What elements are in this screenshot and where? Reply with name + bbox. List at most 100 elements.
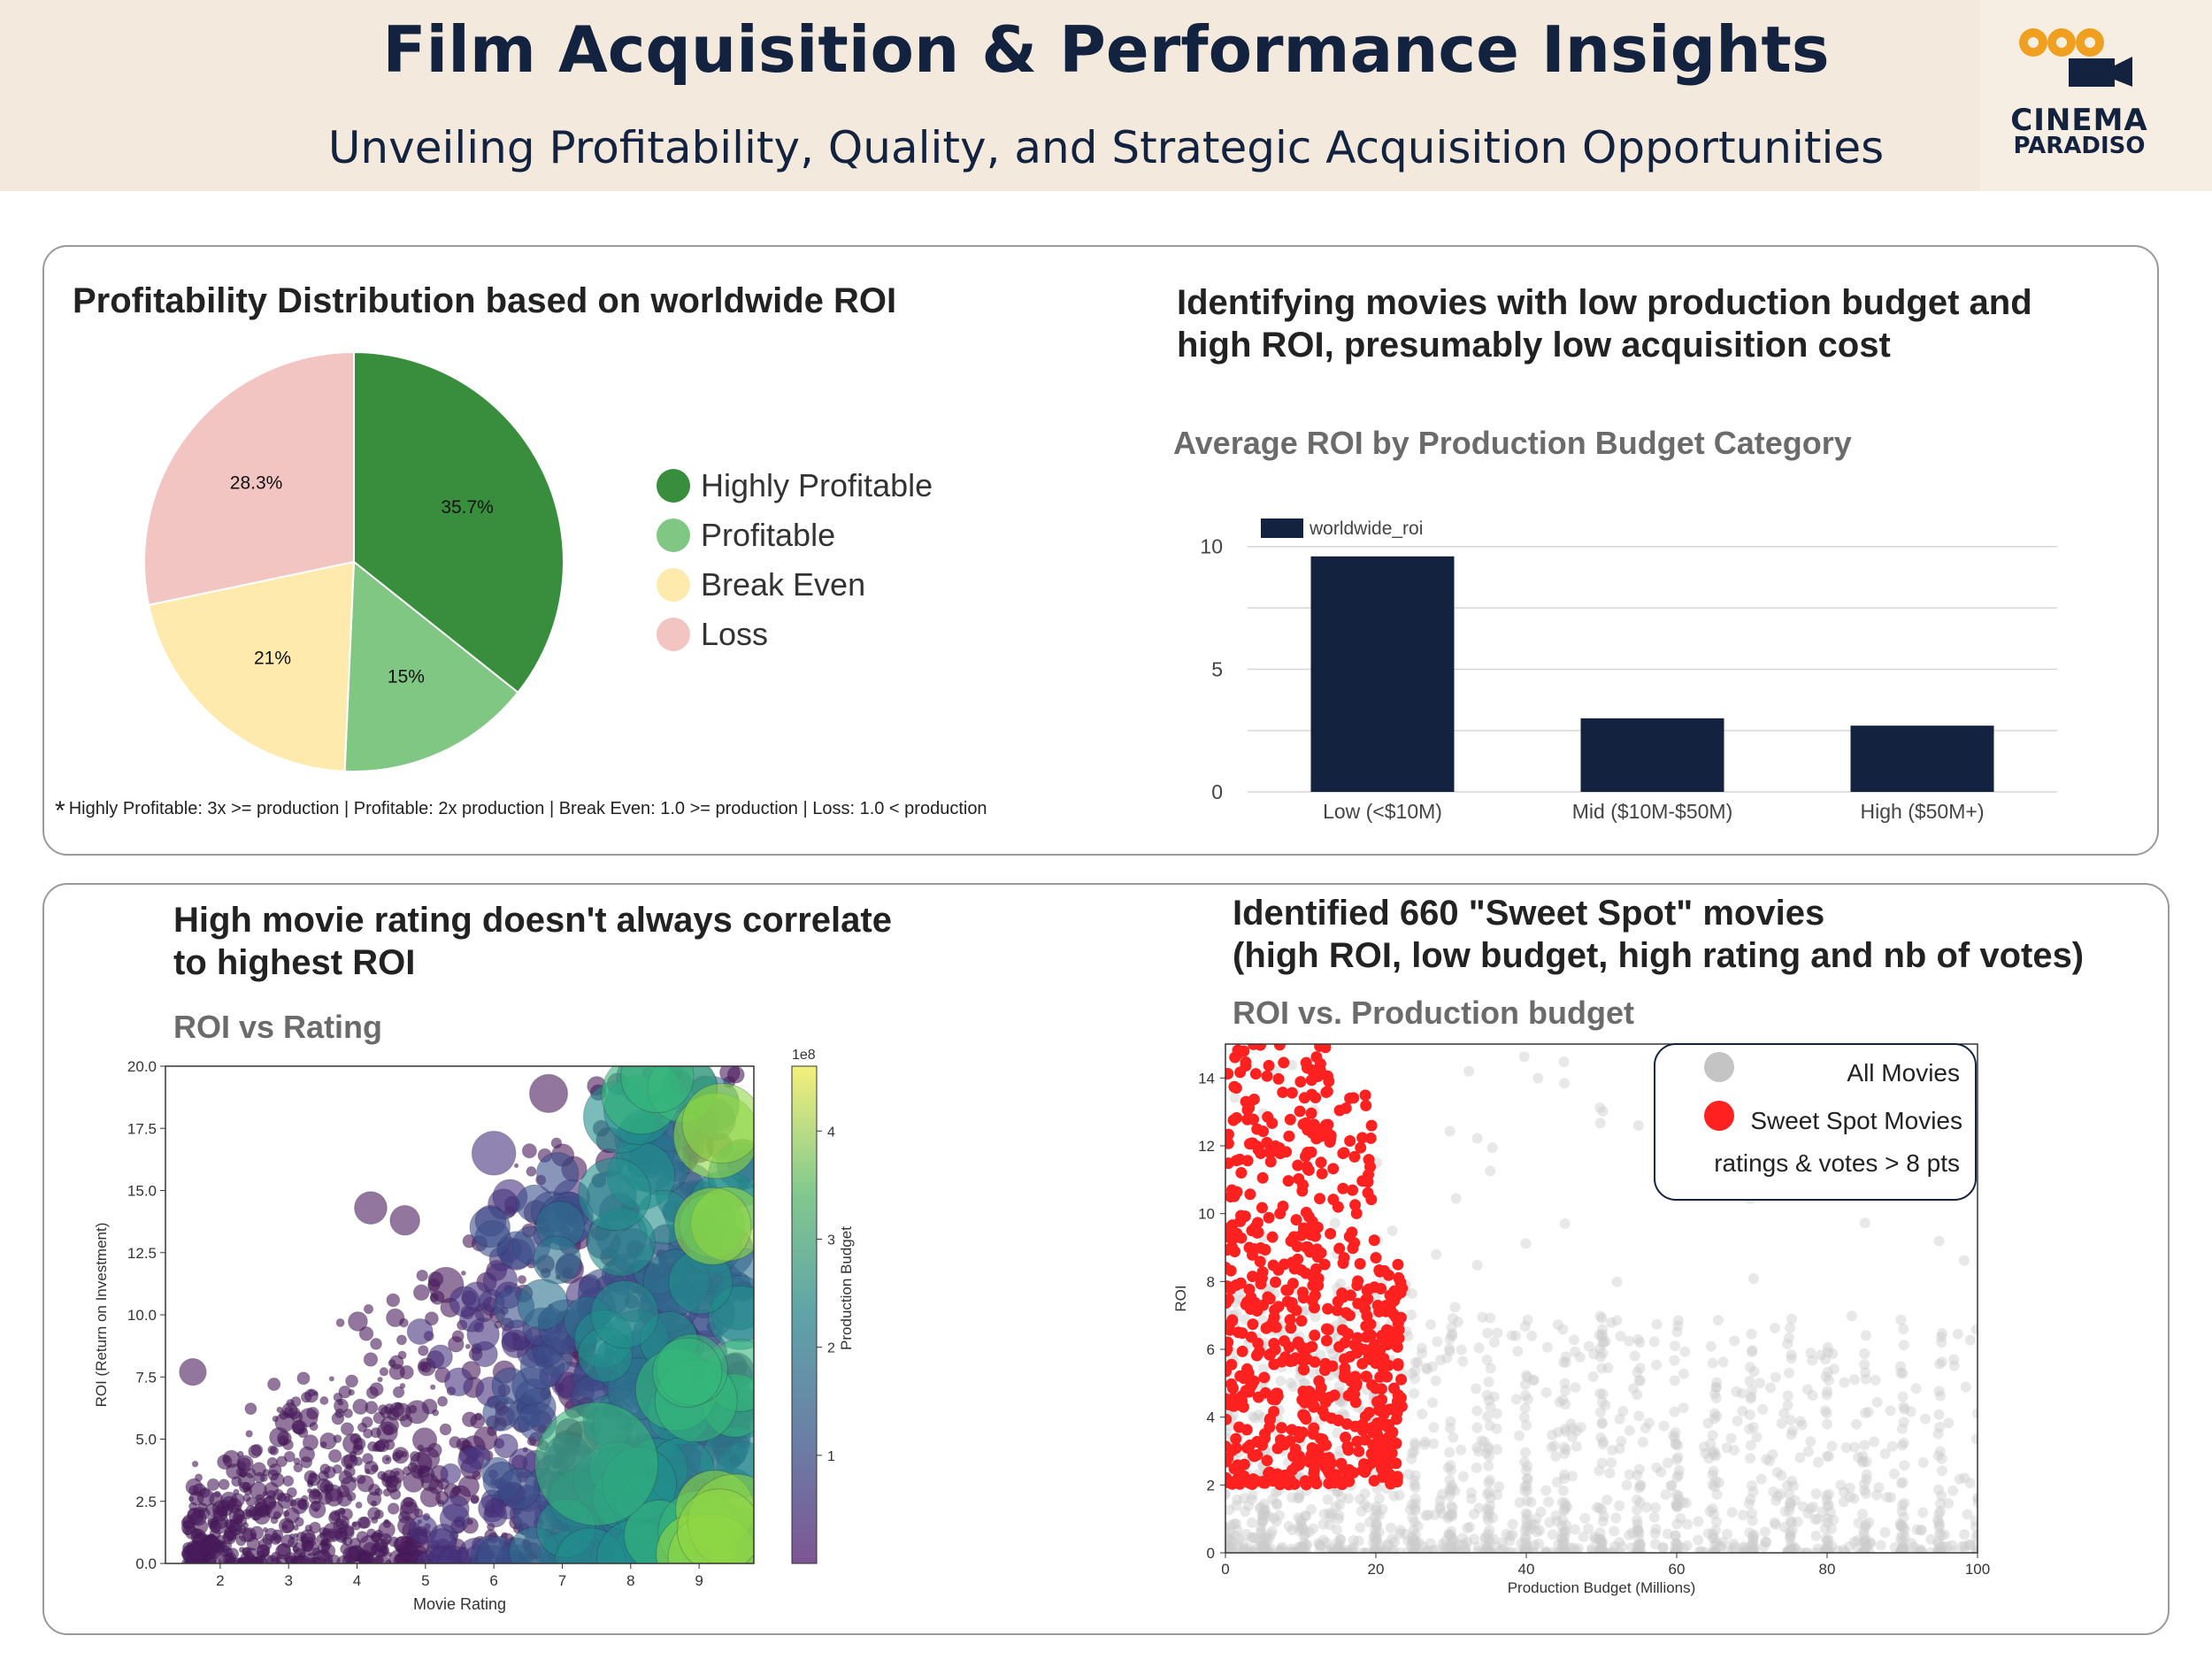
all-movies-point: [1479, 1545, 1491, 1553]
all-movies-point: [1909, 1547, 1921, 1553]
sweet-spot-point: [1380, 1324, 1393, 1336]
all-movies-point: [1448, 1432, 1459, 1443]
all-movies-point: [1707, 1447, 1718, 1458]
sweet-spot-point: [1349, 1199, 1362, 1211]
all-movies-point: [1354, 1494, 1365, 1505]
all-movies-point: [1483, 1504, 1494, 1516]
all-movies-point: [1709, 1548, 1720, 1553]
all-movies-point: [1934, 1421, 1946, 1432]
all-movies-point: [1472, 1546, 1484, 1553]
all-movies-point: [1796, 1419, 1808, 1431]
all-movies-point: [1739, 1547, 1750, 1553]
all-movies-point: [1445, 1530, 1456, 1541]
all-movies-point: [1487, 1533, 1499, 1545]
all-movies-point: [1860, 1367, 1871, 1379]
all-movies-point: [1567, 1431, 1578, 1442]
all-movies-point: [1568, 1334, 1579, 1346]
all-movies-point: [1263, 1547, 1275, 1553]
all-movies-point: [1334, 1499, 1346, 1510]
footnote-text: Highly Profitable: 3x >= production | Pr…: [68, 799, 987, 818]
all-movies-point: [1885, 1405, 1896, 1417]
all-movies-point: [1257, 1363, 1269, 1374]
all-movies-point: [1632, 1120, 1644, 1132]
all-movies-point: [1956, 1540, 1968, 1552]
all-movies-point: [1786, 1313, 1798, 1325]
all-movies-point: [1852, 1534, 1863, 1546]
all-movies-point: [1409, 1482, 1421, 1494]
all-movies-point: [1529, 1540, 1540, 1551]
sweet-spot-point: [1307, 1399, 1319, 1411]
all-movies-point: [1821, 1490, 1832, 1502]
all-movies-point: [1494, 1481, 1505, 1493]
sweet-spot-point: [1309, 1289, 1321, 1302]
sweet-spot-point: [1279, 1335, 1291, 1348]
all-movies-point: [1244, 1542, 1256, 1553]
all-movies-point: [1629, 1350, 1640, 1362]
all-movies-point: [1694, 1546, 1705, 1553]
all-movies-point: [1860, 1488, 1871, 1500]
all-movies-point: [1452, 1317, 1463, 1328]
all-movies-point: [1556, 1520, 1568, 1532]
all-movies-point: [1446, 1464, 1457, 1476]
all-movies-point: [1897, 1541, 1909, 1553]
all-movies-point: [1386, 1532, 1398, 1544]
all-movies-point: [1446, 1479, 1457, 1491]
all-movies-point: [1373, 1493, 1385, 1504]
rating-point: [357, 1516, 370, 1530]
all-movies-point: [1258, 1545, 1270, 1553]
all-movies-point: [1669, 1547, 1680, 1553]
all-movies-point: [1696, 1545, 1708, 1553]
all-movies-point: [1624, 1335, 1635, 1347]
all-movies-point: [1595, 1547, 1607, 1553]
rating-point: [303, 1388, 319, 1403]
legend-note: ratings & votes > 8 pts: [1714, 1149, 1960, 1177]
all-movies-point: [1526, 1330, 1538, 1341]
all-movies-point: [1925, 1533, 1937, 1545]
all-movies-point: [1611, 1276, 1623, 1287]
all-movies-point: [1859, 1547, 1870, 1553]
all-movies-point: [1594, 1330, 1605, 1341]
all-movies-point: [1371, 1535, 1382, 1547]
rating-point: [367, 1440, 378, 1452]
rating-point: [419, 1486, 442, 1508]
all-movies-point: [1808, 1501, 1819, 1512]
all-movies-point: [1522, 1314, 1533, 1325]
all-movies-point: [1485, 1500, 1496, 1511]
colorbar: [791, 1065, 818, 1564]
all-movies-point: [1632, 1470, 1643, 1481]
all-movies-point: [1258, 1546, 1270, 1553]
rating-point: [497, 1467, 541, 1510]
all-movies-point: [1594, 1387, 1606, 1399]
sweet-spot-point: [1258, 1371, 1271, 1384]
all-movies-point: [1709, 1408, 1720, 1419]
all-movies-point: [1385, 1522, 1396, 1533]
all-movies-point: [1596, 1547, 1608, 1553]
all-movies-point: [1427, 1397, 1439, 1409]
all-movies-point: [1747, 1536, 1759, 1548]
sweet-spot-point: [1391, 1289, 1403, 1302]
bar-section-title-line2: high ROI, presumably low acquisition cos…: [1177, 326, 1891, 365]
all-movies-point: [1672, 1500, 1684, 1511]
all-movies-point: [1297, 1543, 1309, 1553]
all-movies-point: [1257, 1509, 1269, 1520]
all-movies-point: [1522, 1485, 1533, 1496]
all-movies-point: [1786, 1545, 1797, 1553]
all-movies-point: [1247, 1532, 1258, 1544]
pie-legend-break-even: Break Even: [657, 566, 865, 603]
all-movies-point: [1693, 1516, 1704, 1527]
all-movies-point: [1738, 1541, 1749, 1553]
all-movies-point: [1409, 1547, 1420, 1553]
all-movies-point: [1649, 1528, 1661, 1540]
legend-marker: [657, 518, 690, 552]
all-movies-point: [1812, 1543, 1824, 1553]
all-movies-point: [1560, 1546, 1571, 1553]
all-movies-point: [1844, 1482, 1855, 1494]
rating-point: [363, 1303, 374, 1315]
all-movies-point: [1558, 1505, 1570, 1517]
all-movies-point: [1267, 1493, 1279, 1504]
all-movies-point: [1258, 1532, 1270, 1544]
bar-ytick-label: 0: [1211, 780, 1223, 803]
all-movies-point: [1782, 1339, 1793, 1350]
all-movies-point: [1633, 1547, 1645, 1553]
all-movies-point: [1671, 1546, 1682, 1553]
